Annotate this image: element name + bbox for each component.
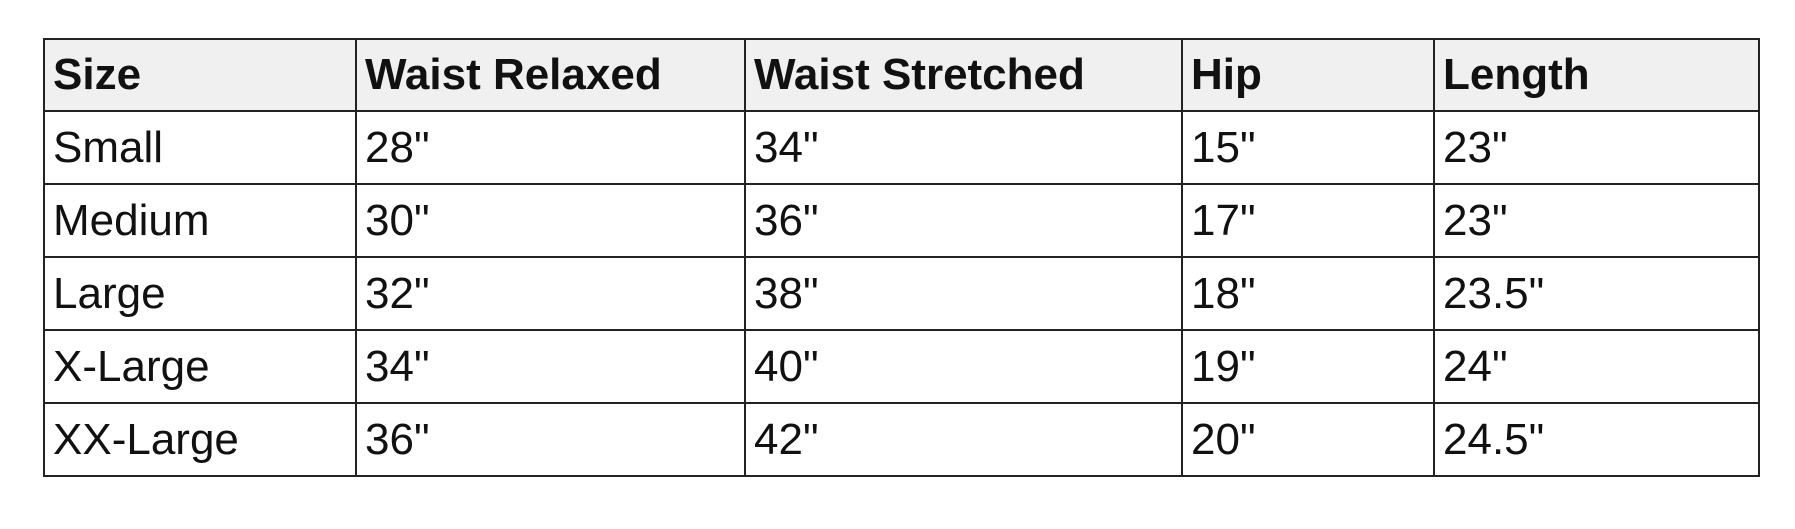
table-cell: 24" [1433,329,1760,404]
table-cell: X-Large [43,329,357,404]
table-cell: 34" [355,329,746,404]
table-cell: 40" [744,329,1183,404]
header-row: Size Waist Relaxed Waist Stretched Hip Lengt… [43,38,1760,112]
table-cell: 19" [1181,329,1435,404]
table-row: Large 32" 38" 18" 23.5" [43,256,1760,331]
table-cell: 24.5" [1433,402,1760,477]
table-body: Small 28" 34" 15" 23" Medium 30" 36" 17" 23" Large… [43,110,1760,477]
table-cell: 15" [1181,110,1435,185]
table-cell: 30" [355,183,746,258]
table-header: Size Waist Relaxed Waist Stretched Hip Lengt… [43,38,1760,112]
table-cell: 28" [355,110,746,185]
table-cell: 23.5" [1433,256,1760,331]
table-cell: 34" [744,110,1183,185]
header-cell: Size [43,38,357,112]
table-row: X-Large 34" 40" 19" 24" [43,329,1760,404]
table-cell: XX-Large [43,402,357,477]
table-cell: 17" [1181,183,1435,258]
table-cell: Large [43,256,357,331]
table-cell: 32" [355,256,746,331]
table-cell: Medium [43,183,357,258]
header-cell: Waist Relaxed [355,38,746,112]
table-cell: 23" [1433,183,1760,258]
size-table: Size Waist Relaxed Waist Stretched Hip Lengt… [43,38,1760,477]
table-row: Small 28" 34" 15" 23" [43,110,1760,185]
header-cell: Length [1433,38,1760,112]
table-cell: Small [43,110,357,185]
table-row: Medium 30" 36" 17" 23" [43,183,1760,258]
table-cell: 18" [1181,256,1435,331]
table-cell: 36" [355,402,746,477]
table-cell: 38" [744,256,1183,331]
table-cell: 20" [1181,402,1435,477]
table-cell: 36" [744,183,1183,258]
header-cell: Waist Stretched [744,38,1183,112]
table-cell: 23" [1433,110,1760,185]
table-cell: 42" [744,402,1183,477]
header-cell: Hip [1181,38,1435,112]
table-row: XX-Large 36" 42" 20" 24.5" [43,402,1760,477]
